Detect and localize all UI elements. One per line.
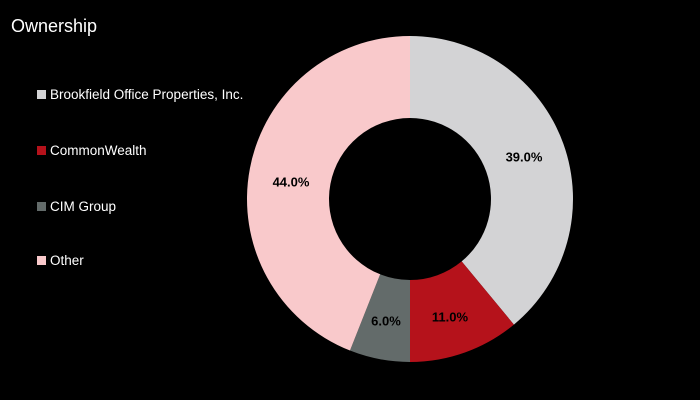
legend-item-brookfield: Brookfield Office Properties, Inc.	[37, 87, 243, 102]
slice-label-brookfield: 39.0%	[506, 149, 543, 164]
legend-swatch-cim-group	[37, 202, 46, 211]
slice-label-cim-group: 6.0%	[371, 313, 401, 328]
legend-swatch-brookfield	[37, 90, 46, 99]
slice-commonwealth	[410, 261, 514, 362]
slice-other	[247, 36, 410, 351]
slice-label-commonwealth: 11.0%	[432, 309, 469, 324]
legend-label-cim-group: CIM Group	[50, 199, 117, 214]
slice-cim-group	[349, 274, 410, 362]
chart-title: Ownership	[11, 16, 98, 36]
legend-item-cim-group: CIM Group	[37, 199, 116, 214]
legend-swatch-commonwealth	[37, 146, 46, 155]
slice-label-other: 44.0%	[273, 174, 310, 189]
legend-label-other: Other	[50, 253, 84, 268]
legend-item-other: Other	[37, 253, 84, 268]
legend-item-commonwealth: CommonWealth	[37, 143, 147, 158]
slice-brookfield	[410, 36, 573, 325]
legend-label-brookfield: Brookfield Office Properties, Inc.	[50, 87, 244, 102]
legend-label-commonwealth: CommonWealth	[50, 143, 147, 158]
legend-swatch-other	[37, 256, 46, 265]
